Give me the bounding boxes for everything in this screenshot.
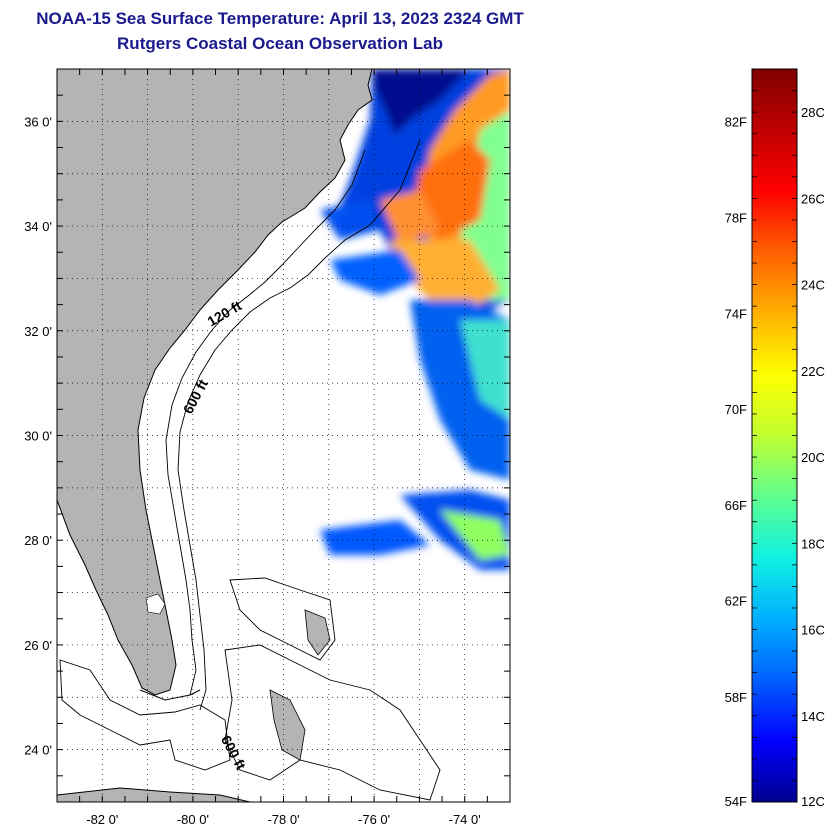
fahrenheit-label: 62F [725, 594, 747, 609]
contour-bahamas-outer [229, 577, 336, 661]
celsius-label: 22C [801, 364, 825, 379]
celsius-label: 20C [801, 450, 825, 465]
map-content [57, 69, 510, 802]
latitude-tick-label: 36 0' [24, 114, 52, 129]
fahrenheit-label: 78F [725, 210, 747, 225]
latitude-tick-label: 34 0' [24, 219, 52, 234]
graticule [57, 69, 510, 802]
color-scale-ticks [752, 68, 797, 803]
map-subtitle: Rutgers Coastal Ocean Observation Lab [117, 34, 443, 53]
bahamas-abaco [304, 609, 331, 656]
contour-keys [59, 659, 231, 771]
contour-bahamas-south [224, 644, 441, 801]
fahrenheit-labels: 54F 58F 62F 66F 70F 74F 78F 82F [725, 115, 747, 809]
contour-120ft [165, 149, 366, 696]
axis-ticks [56, 68, 511, 803]
longitude-tick-label: -76 0' [358, 812, 390, 827]
longitude-labels: -82 0' -80 0' -78 0' -76 0' -74 0' [86, 812, 481, 827]
fahrenheit-label: 70F [725, 402, 747, 417]
latitude-tick-label: 32 0' [24, 324, 52, 339]
us-east-coast-land [57, 69, 373, 696]
celsius-label: 14C [801, 709, 825, 724]
fahrenheit-label: 66F [725, 498, 747, 513]
celsius-labels: 12C 14C 16C 18C 20C 22C 24C 26C 28C [801, 105, 825, 809]
longitude-tick-label: -80 0' [177, 812, 209, 827]
celsius-label: 16C [801, 623, 825, 638]
celsius-label: 18C [801, 536, 825, 551]
longitude-tick-label: -74 0' [449, 812, 481, 827]
celsius-label: 26C [801, 191, 825, 206]
bathymetry-contours [59, 139, 441, 801]
latitude-labels: 36 0' 34 0' 32 0' 30 0' 28 0' 26 0' 24 0' [24, 114, 52, 757]
contour-600ft [177, 139, 421, 711]
fahrenheit-label: 54F [725, 794, 747, 809]
fahrenheit-label: 58F [725, 690, 747, 705]
latitude-tick-label: 26 0' [24, 638, 52, 653]
longitude-tick-label: -78 0' [267, 812, 299, 827]
longitude-tick-label: -82 0' [86, 812, 118, 827]
land-masses [57, 69, 373, 802]
latitude-tick-label: 28 0' [24, 533, 52, 548]
fahrenheit-label: 74F [725, 306, 747, 321]
cuba-land [57, 787, 251, 802]
celsius-label: 28C [801, 105, 825, 120]
celsius-label: 12C [801, 794, 825, 809]
sst-imagery [320, 69, 510, 570]
latitude-tick-label: 30 0' [24, 429, 52, 444]
celsius-label: 24C [801, 278, 825, 293]
map-title: NOAA-15 Sea Surface Temperature: April 1… [36, 9, 524, 28]
color-scale-bar [751, 68, 798, 803]
fahrenheit-label: 82F [725, 115, 747, 130]
latitude-tick-label: 24 0' [24, 743, 52, 758]
